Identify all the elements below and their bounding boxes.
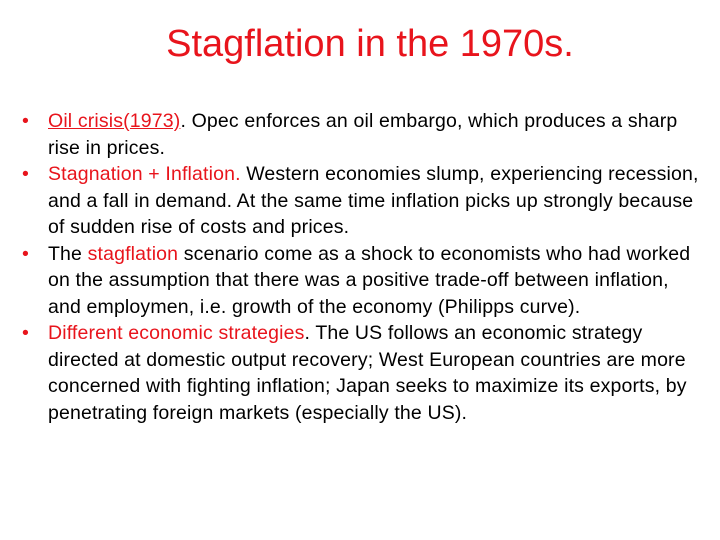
bullet-text: . Opec enforces an oil embargo, which pr… bbox=[48, 110, 678, 159]
bullet-stagnation-inflation: • Stagnation + Inflation. Western economi… bbox=[22, 161, 702, 241]
bullet-highlight: stagflation bbox=[87, 242, 179, 265]
bullet-text: . The US follows an economic strategy di… bbox=[48, 322, 687, 424]
oil-crisis-link[interactable]: Oil crisis(1973) bbox=[48, 110, 181, 132]
bullet-highlight: Different economic strategies bbox=[48, 322, 305, 344]
bullet-stagflation-scenario: • The stagflation scenario come as a shoc… bbox=[22, 241, 702, 321]
bullet-marker: • bbox=[22, 163, 29, 185]
bullet-lead: The bbox=[48, 242, 88, 265]
bullet-marker: • bbox=[22, 110, 29, 132]
bullet-highlight: Stagnation + Inflation. bbox=[48, 163, 241, 185]
bullet-text: Western economies slump, experiencing re… bbox=[48, 163, 699, 238]
slide-title: Stagflation in the 1970s. bbox=[166, 23, 574, 65]
bullet-marker: • bbox=[22, 322, 29, 344]
bullet-economic-strategies: • Different economic strategies. The US f… bbox=[22, 320, 702, 426]
bullet-list: • Oil crisis(1973). Opec enforces an oil … bbox=[22, 108, 702, 426]
bullet-text: scenario come as a shock to economists w… bbox=[48, 242, 691, 318]
bullet-oil-crisis: • Oil crisis(1973). Opec enforces an oil … bbox=[22, 108, 702, 161]
bullet-marker: • bbox=[22, 242, 29, 265]
